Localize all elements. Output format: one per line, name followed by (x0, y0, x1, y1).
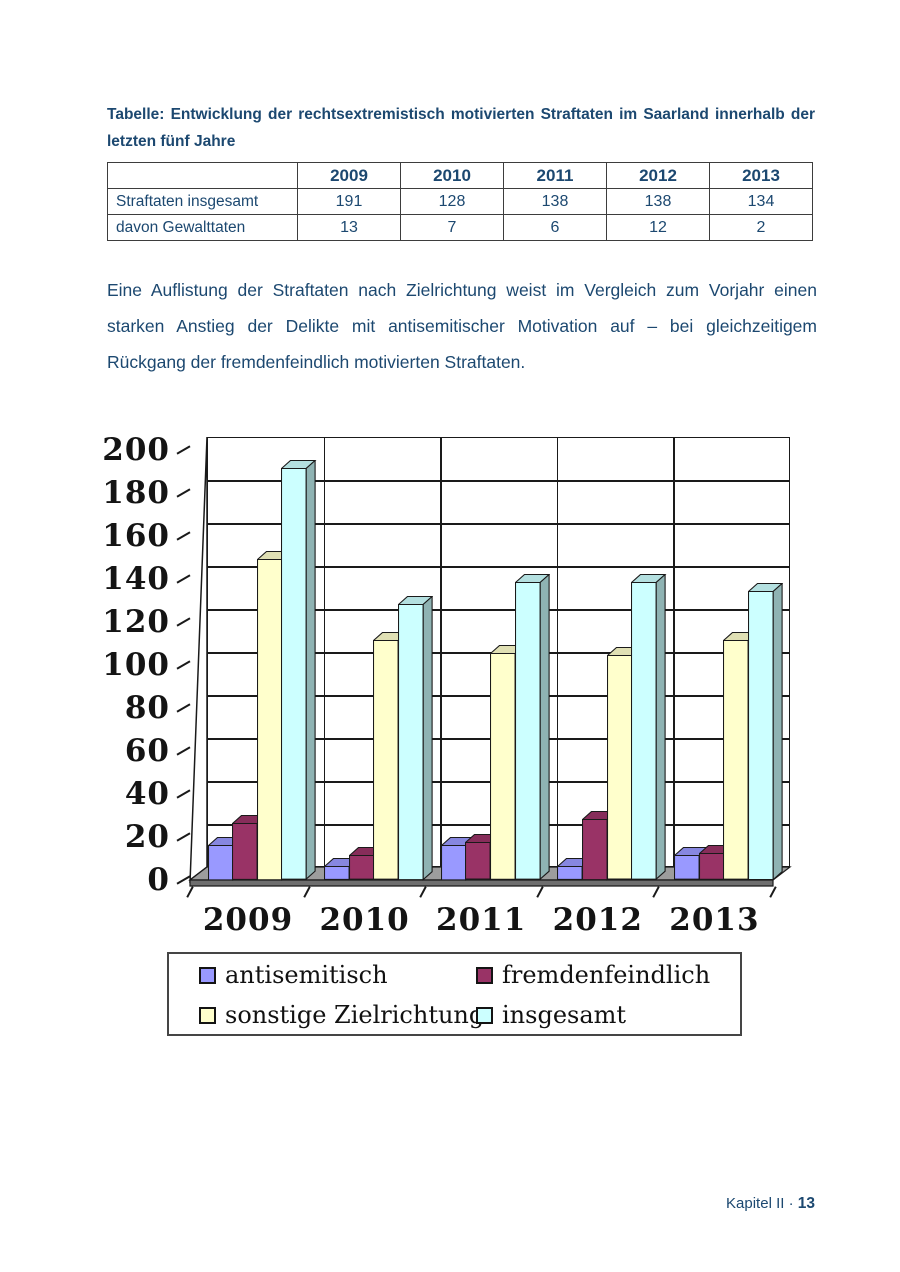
bar-insgesamt-2013 (747, 582, 784, 881)
gridline (207, 566, 790, 568)
table-value-cell: 138 (503, 188, 607, 215)
legend-swatch (476, 966, 493, 984)
table-value-cell: 13 (297, 214, 401, 241)
legend-label: sonstige Zielrichtung (225, 1001, 485, 1029)
bar-insgesamt-2010 (397, 595, 434, 881)
gridline (207, 609, 790, 611)
footer-chapter: Kapitel II (726, 1195, 785, 1212)
table-caption: Tabelle: Entwicklung der rechtsextremist… (107, 106, 815, 150)
bar-insgesamt-2012 (631, 574, 667, 881)
legend-swatch (199, 966, 216, 984)
legend-item-fremdenfeindlich: fremdenfeindlich (476, 961, 753, 989)
bar-insgesamt-2011 (514, 574, 550, 881)
page-footer: Kapitel II · 13 (726, 1195, 815, 1213)
table-value-cell: 6 (503, 214, 607, 241)
y-axis-tick-label: 160 (102, 518, 170, 554)
x-axis-category-label: 2011 (436, 902, 527, 938)
gridline (323, 437, 326, 867)
crime-bar-chart: 0 20 40 60 80 100 120 140 160 180 200 2009 2010 2011 2… (102, 430, 820, 955)
gridline (207, 523, 790, 525)
table-corner-cell (107, 162, 298, 189)
table-value-cell: 138 (606, 188, 710, 215)
table-value-cell: 134 (709, 188, 813, 215)
body-paragraph: Eine Auflistung der Straftaten nach Ziel… (107, 280, 817, 372)
y-axis-tick-label: 20 (124, 819, 170, 855)
x-axis-category-label: 2009 (202, 902, 294, 938)
legend-item-antisemitisch: antisemitisch (199, 961, 476, 989)
y-axis-tick-label: 200 (102, 432, 170, 468)
footer-page-number: 13 (797, 1195, 815, 1212)
gridline (556, 437, 559, 867)
table-value-cell: 2 (709, 214, 813, 241)
x-axis-category-label: 2010 (319, 902, 410, 938)
y-axis-tick-label: 120 (102, 604, 170, 640)
y-axis-tick-label: 60 (124, 733, 170, 769)
table-row: davon Gewalttaten 13 7 6 12 2 (107, 214, 813, 241)
table-year-header: 2011 (503, 162, 607, 189)
legend-swatch (476, 1006, 493, 1024)
legend-item-sonstige-Zielrichtung: sonstige Zielrichtung (199, 1001, 484, 1029)
table-row: Straftaten insgesamt 191 128 138 138 134 (107, 188, 813, 215)
table-year-header: 2009 (297, 162, 401, 189)
y-axis-tick-label: 80 (124, 690, 170, 726)
y-axis-tick-label: 140 (102, 561, 170, 597)
table-value-cell: 191 (297, 188, 401, 215)
legend-label: antisemitisch (225, 961, 388, 989)
table-value-cell: 7 (400, 214, 504, 241)
legend-item-insgesamt: insgesamt (476, 1001, 753, 1029)
x-axis-category-label: 2013 (669, 902, 760, 938)
footer-separator: · (788, 1195, 794, 1212)
bar-insgesamt-2009 (281, 460, 317, 881)
y-axis-tick-label: 100 (102, 647, 170, 683)
x-axis-category-label: 2012 (552, 902, 643, 938)
legend-swatch (199, 1006, 216, 1024)
table-value-cell: 12 (606, 214, 710, 241)
table-year-header: 2013 (709, 162, 813, 189)
row-label: Straftaten insgesamt (107, 188, 298, 215)
table-value-cell: 128 (400, 188, 504, 215)
table-year-header: 2010 (400, 162, 504, 189)
chart-legend: antisemitisch fremdenfeindlich sonstige Zi… (167, 952, 742, 1036)
legend-label: fremdenfeindlich (502, 961, 711, 989)
table-year-header: 2012 (606, 162, 710, 189)
row-label: davon Gewalttaten (107, 214, 298, 241)
gridline (440, 437, 442, 867)
y-axis-tick-label: 0 (147, 862, 170, 898)
y-axis-tick-label: 40 (124, 776, 170, 812)
y-axis-tick-label: 180 (102, 475, 170, 511)
gridline (673, 437, 675, 867)
crime-statistics-table: 2009 2010 2011 2012 2013 Straftaten insgesamt… (107, 162, 813, 241)
gridline (207, 480, 790, 482)
legend-label: insgesamt (502, 1001, 627, 1029)
